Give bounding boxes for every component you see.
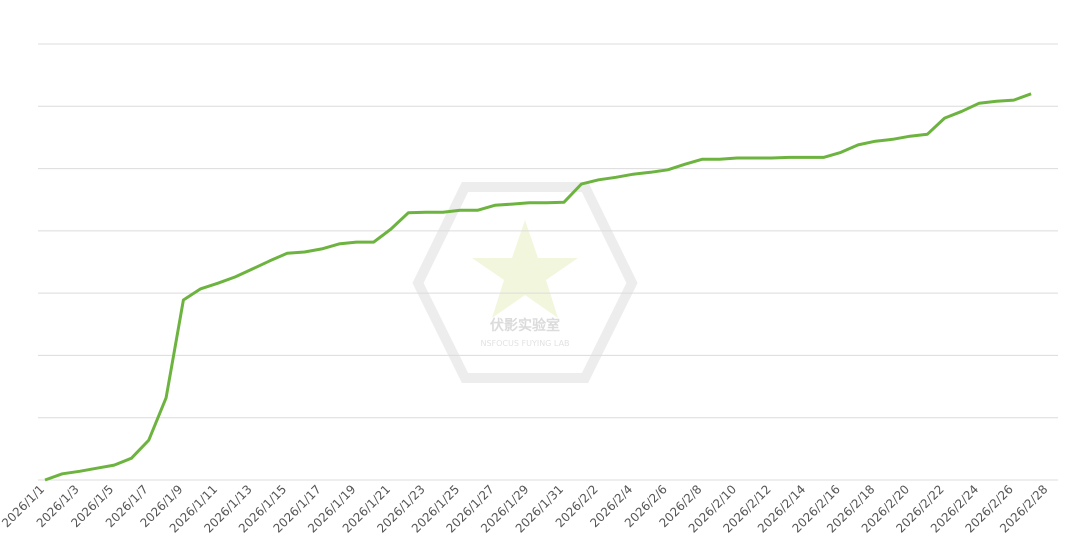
watermark-hexagon [412,182,638,383]
watermark-star [472,220,578,318]
watermark-subtitle: NSFOCUS FUYING LAB [480,339,569,348]
watermark: 伏影实验室 NSFOCUS FUYING LAB [412,182,638,383]
data-line [44,92,1032,482]
watermark-title: 伏影实验室 [490,317,560,334]
